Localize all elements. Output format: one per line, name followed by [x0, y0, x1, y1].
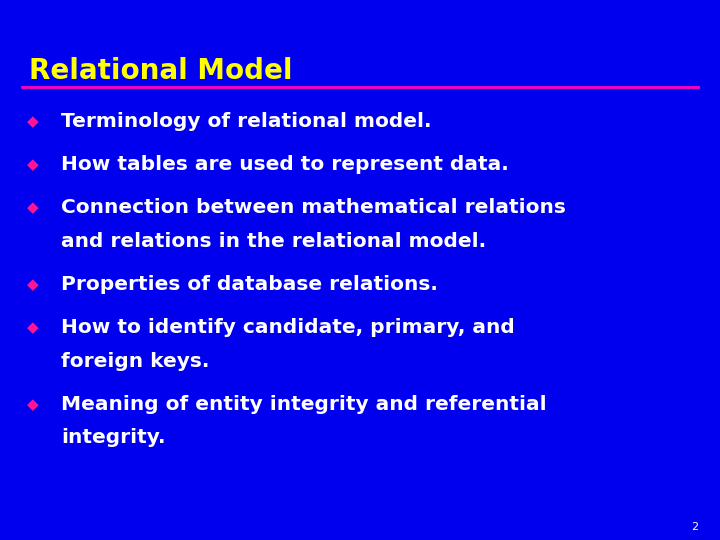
- Text: Terminology of relational model.: Terminology of relational model.: [61, 112, 432, 131]
- Text: Properties of database relations.: Properties of database relations.: [61, 275, 438, 294]
- Text: Meaning of entity integrity and referential: Meaning of entity integrity and referent…: [61, 395, 546, 414]
- Text: foreign keys.: foreign keys.: [61, 352, 210, 371]
- Text: ◆: ◆: [27, 157, 38, 172]
- Text: ◆: ◆: [27, 320, 38, 335]
- Text: Relational Model: Relational Model: [29, 57, 292, 85]
- Text: integrity.: integrity.: [61, 428, 166, 448]
- Text: ◆: ◆: [27, 397, 38, 412]
- Text: ◆: ◆: [27, 200, 38, 215]
- Text: Connection between mathematical relations: Connection between mathematical relation…: [61, 198, 566, 218]
- Text: ◆: ◆: [27, 114, 38, 129]
- Text: and relations in the relational model.: and relations in the relational model.: [61, 232, 486, 251]
- Text: How tables are used to represent data.: How tables are used to represent data.: [61, 155, 509, 174]
- Text: ◆: ◆: [27, 277, 38, 292]
- Text: 2: 2: [691, 522, 698, 531]
- Text: How to identify candidate, primary, and: How to identify candidate, primary, and: [61, 318, 515, 338]
